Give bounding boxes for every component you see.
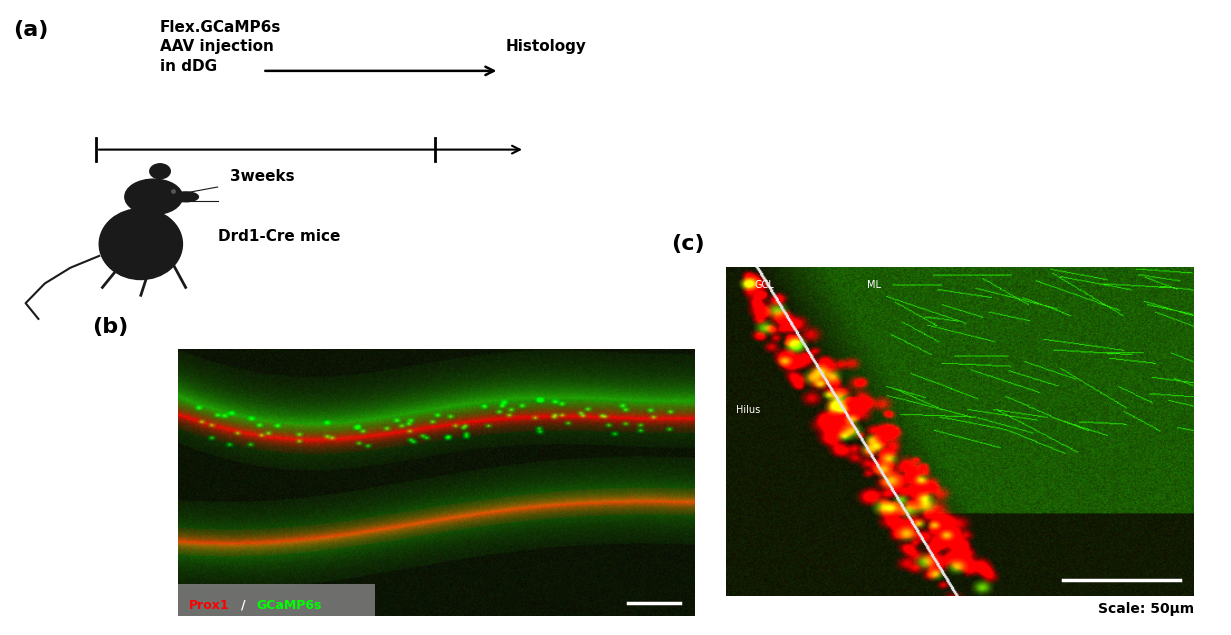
Text: /: / [240, 599, 245, 612]
Ellipse shape [172, 192, 198, 202]
Text: GCaMP6s: GCaMP6s [256, 599, 321, 612]
Ellipse shape [124, 179, 182, 215]
Text: Flex.GCaMP6s
AAV injection
in dDG: Flex.GCaMP6s AAV injection in dDG [160, 20, 282, 74]
Ellipse shape [150, 164, 170, 178]
Text: (a): (a) [12, 20, 48, 39]
Text: Drd1-Cre mice: Drd1-Cre mice [218, 229, 340, 244]
Text: Histology: Histology [506, 39, 586, 55]
Text: GCL: GCL [755, 280, 774, 290]
Text: (c): (c) [671, 234, 704, 254]
Bar [178, 584, 375, 616]
Text: Hilus: Hilus [736, 405, 760, 415]
Text: Prox1: Prox1 [188, 599, 229, 612]
Text: Scale: 50μm: Scale: 50μm [1098, 602, 1194, 616]
Text: ML: ML [867, 280, 880, 290]
Ellipse shape [100, 209, 182, 279]
Text: (b): (b) [92, 317, 128, 337]
Text: 3weeks: 3weeks [230, 170, 294, 184]
